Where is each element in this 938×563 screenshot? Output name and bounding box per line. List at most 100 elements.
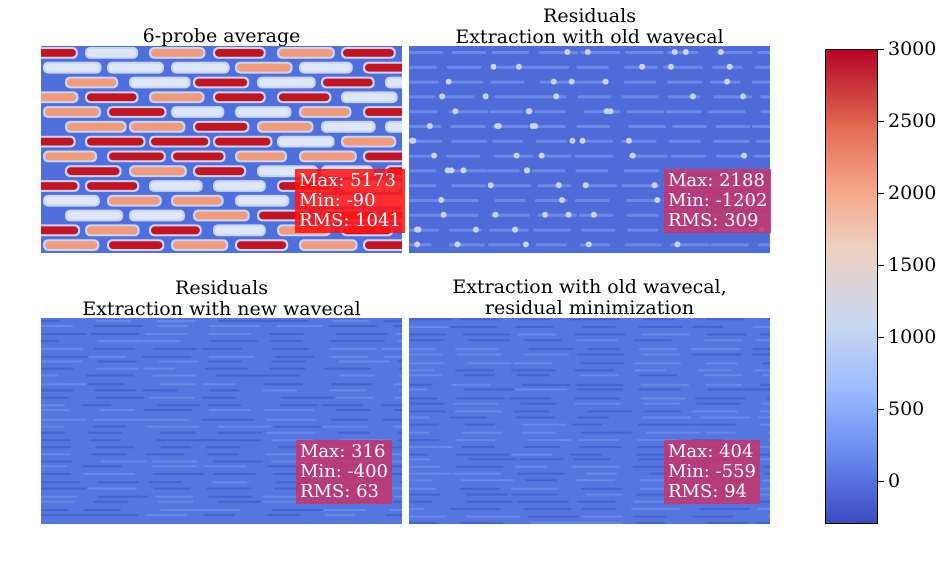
heatmap-streak	[528, 521, 572, 524]
heatmap-streak	[409, 213, 447, 217]
heatmap-streak	[514, 410, 550, 413]
heatmap-streak	[213, 472, 256, 475]
heatmap-streak	[520, 458, 564, 461]
heatmap-streak	[449, 326, 498, 329]
heatmap-streak	[523, 446, 560, 449]
heatmap-dot	[602, 78, 609, 85]
heatmap-streak	[409, 154, 431, 158]
heatmap-streak	[760, 402, 770, 405]
heatmap-stripe	[41, 182, 78, 190]
heatmap-streak	[460, 431, 503, 434]
heatmap-streak	[409, 431, 430, 434]
heatmap-dot	[487, 182, 494, 189]
heatmap-streak	[632, 465, 666, 468]
heatmap-streak	[409, 423, 440, 426]
heatmap-dot	[513, 152, 520, 159]
heatmap-streak	[704, 339, 743, 342]
heatmap-streak	[668, 139, 701, 143]
heatmap-dot	[444, 167, 451, 174]
heatmap-dot	[472, 226, 479, 233]
heatmap-streak	[639, 487, 672, 490]
heatmap-streak	[644, 410, 682, 413]
heatmap-stripe	[301, 108, 350, 116]
heatmap-dot	[492, 211, 499, 218]
heatmap-streak	[708, 110, 746, 114]
heatmap-streak	[338, 360, 390, 363]
heatmap-streak	[706, 333, 747, 336]
heatmap-streak	[203, 465, 247, 468]
heatmap-streak	[523, 353, 570, 356]
panel2-max-label: Max: 2188	[668, 170, 765, 191]
heatmap-dot	[564, 49, 571, 55]
heatmap-streak	[579, 374, 619, 377]
heatmap-streak	[41, 360, 83, 363]
heatmap-stripe	[173, 196, 222, 205]
heatmap-streak	[522, 431, 556, 434]
heatmap-streak	[409, 416, 430, 419]
heatmap-streak	[205, 446, 240, 449]
heatmap-streak	[217, 500, 269, 503]
colorbar-tick-mark	[878, 409, 884, 410]
heatmap-streak	[86, 383, 125, 386]
heatmap-streak	[152, 472, 204, 475]
heatmap-stripe	[237, 63, 291, 72]
heatmap-streak	[409, 95, 436, 99]
heatmap-streak	[534, 110, 566, 114]
heatmap-streak	[768, 439, 770, 442]
heatmap-streak	[754, 65, 770, 69]
heatmap-streak	[451, 184, 486, 188]
heatmap-streak	[41, 332, 87, 335]
heatmap-stripe	[87, 226, 138, 235]
heatmap-dot	[579, 137, 586, 144]
heatmap-streak	[261, 389, 298, 392]
heatmap-streak	[41, 472, 72, 475]
heatmap-streak	[760, 110, 770, 114]
heatmap-streak	[41, 404, 66, 407]
heatmap-streak	[491, 51, 530, 54]
heatmap-streak	[575, 169, 609, 173]
heatmap-dot	[494, 123, 501, 129]
heatmap-streak	[517, 333, 556, 336]
heatmap-streak	[385, 514, 402, 517]
heatmap-stripe	[87, 137, 144, 146]
heatmap-streak	[393, 425, 402, 428]
heatmap-streak	[578, 439, 620, 442]
heatmap-streak	[409, 487, 436, 490]
panel1-title: 6-probe average	[142, 25, 301, 47]
heatmap-streak	[712, 139, 750, 143]
heatmap-streak	[490, 80, 525, 84]
heatmap-stripe	[109, 152, 164, 161]
heatmap-streak	[409, 446, 453, 449]
heatmap-streak	[213, 460, 263, 463]
heatmap-stripe	[67, 211, 122, 220]
heatmap-streak	[516, 374, 550, 377]
heatmap-streak	[201, 396, 237, 399]
heatmap-streak	[534, 125, 566, 128]
heatmap-stripe	[215, 93, 264, 102]
heatmap-streak	[454, 369, 494, 372]
heatmap-streak	[41, 374, 59, 377]
heatmap-streak	[384, 355, 402, 358]
heatmap-streak	[512, 453, 553, 456]
heatmap-dot	[555, 182, 562, 189]
heatmap-streak	[634, 362, 682, 365]
heatmap-dot	[569, 137, 576, 144]
heatmap-streak	[569, 318, 621, 321]
heatmap-streak	[710, 243, 749, 247]
panel2-title-line1: Residuals	[543, 5, 636, 27]
heatmap-streak	[627, 228, 659, 232]
heatmap-streak	[646, 431, 701, 434]
heatmap-streak	[692, 353, 742, 356]
heatmap-streak	[271, 360, 307, 363]
heatmap-dot	[426, 123, 433, 129]
heatmap-streak	[706, 521, 748, 524]
heatmap-streak	[452, 472, 502, 475]
heatmap-streak	[340, 374, 375, 377]
heatmap-streak	[582, 326, 616, 329]
heatmap-streak	[41, 465, 67, 468]
heatmap-streak	[90, 439, 121, 442]
heatmap-streak	[446, 65, 482, 69]
heatmap-streak	[703, 374, 743, 377]
heatmap-dot	[625, 137, 632, 144]
heatmap-stripe	[87, 93, 137, 102]
